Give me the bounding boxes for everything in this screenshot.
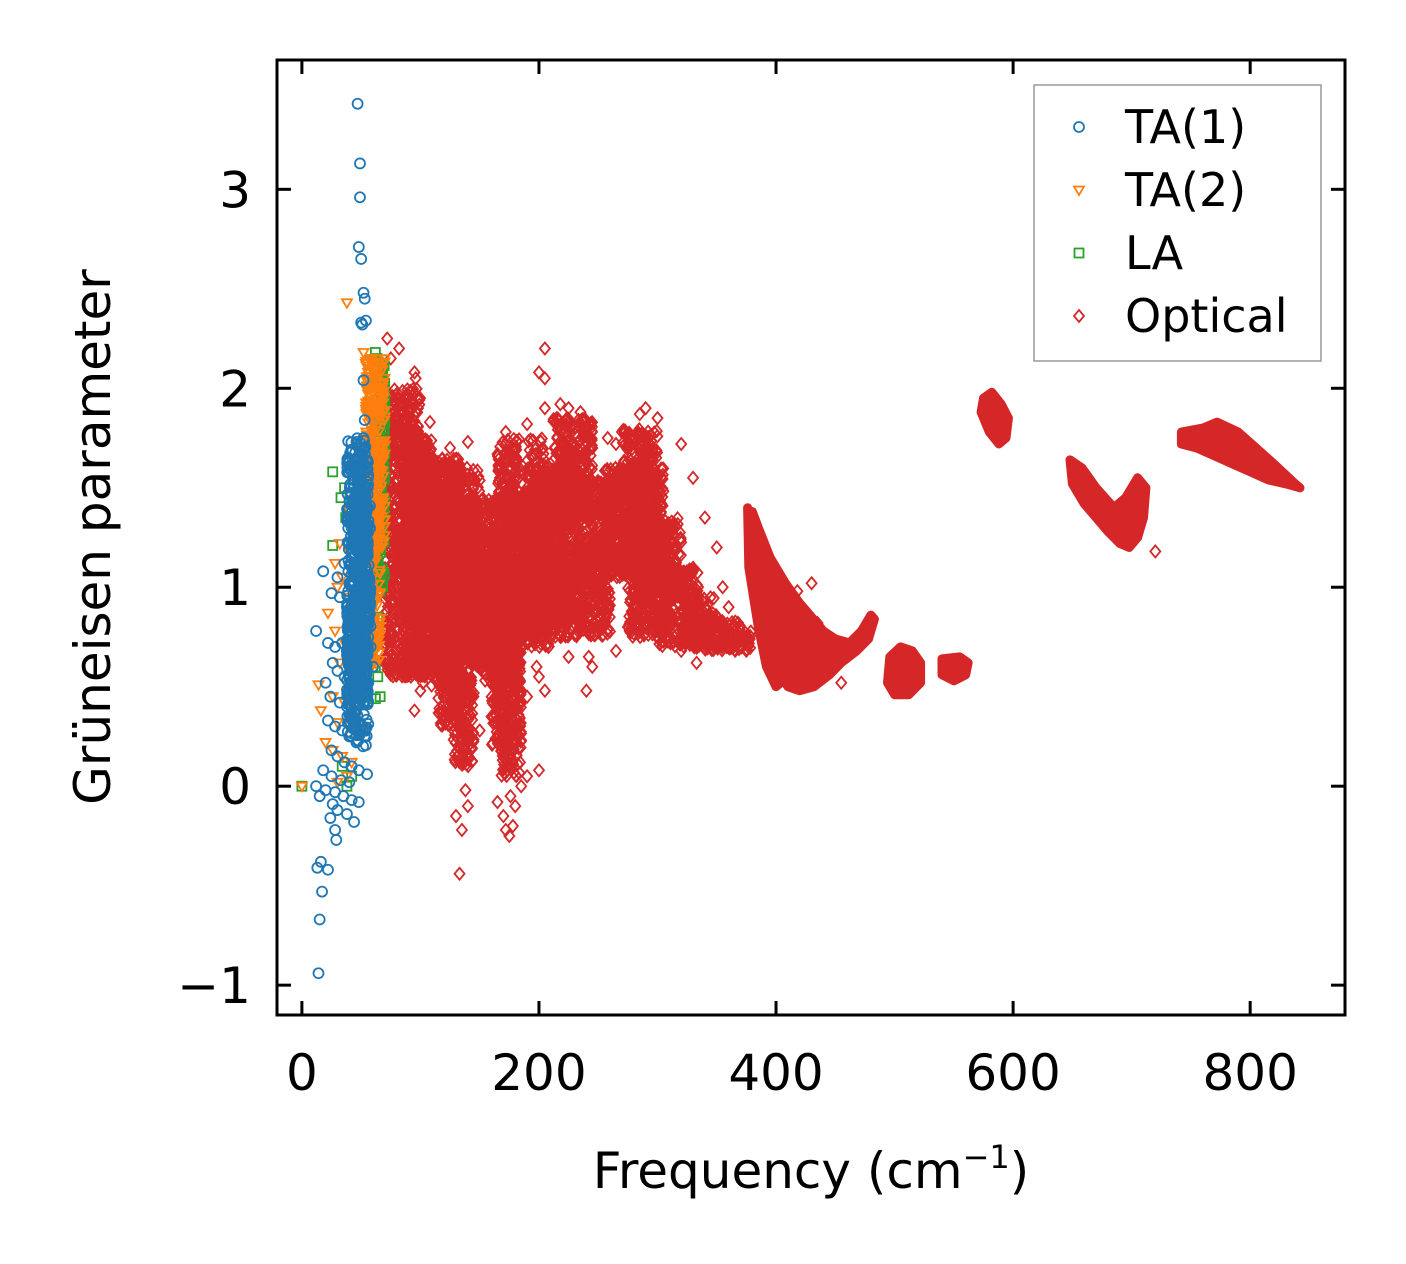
optical-point xyxy=(383,660,396,676)
optical-point xyxy=(399,636,412,652)
optical-point xyxy=(397,463,410,479)
optical-point xyxy=(416,479,430,495)
optical-point xyxy=(406,600,420,616)
optical-dense-band xyxy=(937,652,973,686)
optical-point xyxy=(398,666,411,682)
optical-point xyxy=(385,660,398,675)
optical-point xyxy=(396,654,409,670)
optical-dense-band xyxy=(1176,417,1305,493)
optical-point xyxy=(387,605,400,621)
optical-dense-band xyxy=(1065,455,1151,552)
optical-point xyxy=(398,500,411,515)
optical-point xyxy=(419,636,432,651)
optical-point xyxy=(398,620,412,636)
optical-point xyxy=(403,525,417,541)
optical-point xyxy=(410,443,424,459)
optical-point xyxy=(402,465,415,481)
optical-point xyxy=(396,520,410,535)
optical-point xyxy=(399,653,412,669)
optical-point xyxy=(422,437,435,453)
optical-point xyxy=(411,437,424,453)
optical-point xyxy=(389,445,402,460)
optical-point xyxy=(388,595,401,611)
optical-point xyxy=(404,437,417,452)
optical-point xyxy=(387,430,400,446)
optical-point xyxy=(412,452,426,468)
optical-point xyxy=(392,410,405,425)
optical-point xyxy=(408,386,421,401)
optical-point xyxy=(403,501,416,517)
optical-point xyxy=(399,492,412,508)
optical-point xyxy=(398,668,411,684)
optical-point xyxy=(388,420,402,436)
optical-point xyxy=(427,478,440,494)
optical-point xyxy=(419,641,432,657)
optical-point xyxy=(387,428,400,444)
optical-point xyxy=(400,642,413,658)
optical-point xyxy=(398,575,411,591)
optical-point xyxy=(416,668,429,684)
optical-point xyxy=(385,562,399,578)
optical-point xyxy=(404,473,417,489)
series-optical xyxy=(378,331,1305,882)
plot-points-layer xyxy=(295,97,1305,980)
optical-dense-band xyxy=(883,642,926,700)
optical-point xyxy=(405,612,418,627)
optical-dense-band xyxy=(744,507,879,696)
optical-point xyxy=(409,637,423,653)
optical-point xyxy=(403,585,417,601)
optical-point xyxy=(391,449,404,465)
optical-point xyxy=(385,593,398,609)
optical-point xyxy=(416,657,429,673)
optical-point xyxy=(408,413,421,429)
optical-point xyxy=(385,625,398,641)
optical-point xyxy=(399,549,413,565)
optical-point xyxy=(388,403,402,419)
optical-point xyxy=(391,420,405,436)
optical-point xyxy=(403,551,416,566)
optical-point xyxy=(400,514,414,530)
optical-point xyxy=(404,616,417,632)
optical-point xyxy=(400,615,414,631)
optical-dense-band xyxy=(976,387,1013,449)
optical-point xyxy=(384,634,398,649)
